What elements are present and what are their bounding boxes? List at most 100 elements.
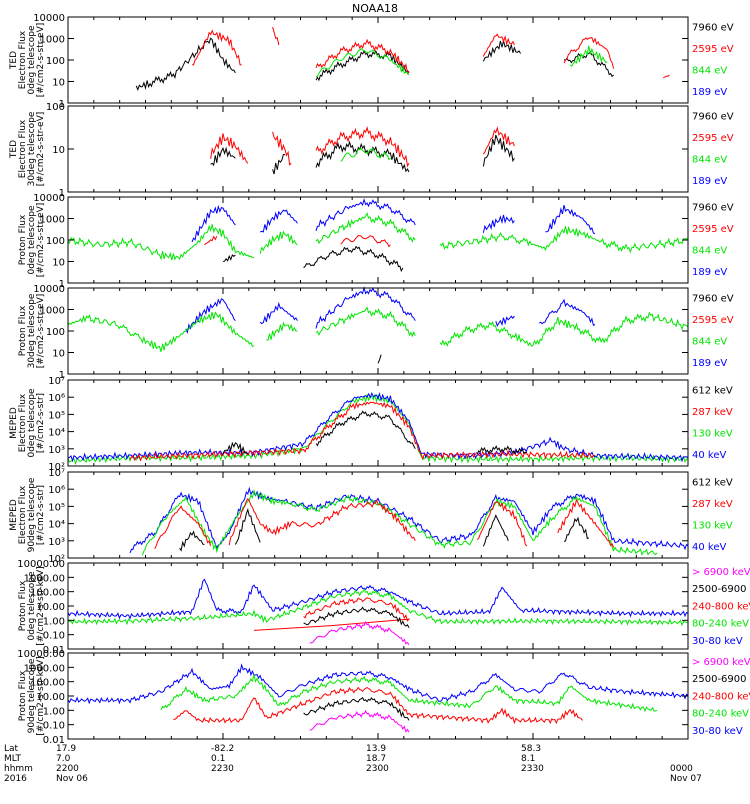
- series-black-segment: [482, 134, 515, 167]
- y-tick-label: 10.00: [36, 692, 65, 703]
- series-red-segment: [482, 126, 515, 155]
- series-green-segment: [315, 212, 416, 245]
- series-black-segment: [210, 146, 236, 167]
- legend-entry: 189 eV: [692, 358, 727, 369]
- series-black-segment: [563, 50, 614, 78]
- series-blue-segment: [495, 315, 515, 327]
- series-green-segment: [315, 48, 410, 78]
- y-tick-label: 10⁶: [48, 485, 65, 496]
- series-blue-segment: [259, 209, 298, 233]
- y-tick-label: 100: [46, 327, 65, 338]
- y-tick-label: 10⁶: [48, 393, 65, 404]
- y-axis-label: Proton Flux: [18, 305, 28, 356]
- y-axis-label: Electron Flux: [18, 30, 28, 89]
- y-tick-label: 10⁷: [48, 468, 65, 479]
- y-tick-label: 100.00: [30, 678, 65, 689]
- legend-entry: 240-800 keV: [692, 601, 750, 612]
- series-green-segment: [259, 230, 298, 254]
- y-axis-label: Proton Flux: [18, 670, 28, 721]
- series-black-segment: [272, 153, 286, 175]
- y-tick-label: 0.01: [43, 735, 65, 746]
- series-black-segment: [303, 696, 410, 721]
- x-row-label: Lat: [4, 744, 19, 754]
- y-tick-label: 10000: [33, 193, 65, 204]
- series-black-segment: [222, 254, 236, 262]
- y-tick-label: 10⁴: [48, 520, 65, 531]
- y-axis-label: 90deg telescope: [27, 477, 37, 552]
- series-blue-segment: [191, 204, 236, 243]
- series-red-segment: [557, 498, 615, 548]
- y-tick-label: 1.00: [43, 616, 65, 627]
- legend-entry: 2595 eV: [692, 133, 734, 144]
- series-blue-segment: [67, 578, 689, 620]
- series-black-segment: [303, 606, 410, 629]
- y-axis-label: 30deg telescope: [27, 293, 37, 368]
- x-row-label: hhmm: [4, 764, 33, 774]
- x-tick-label: 2300: [366, 764, 389, 774]
- series-blue-segment: [545, 204, 596, 234]
- y-axis-label: [#/cm2-s-str-eV]: [36, 23, 46, 98]
- y-axis-label: [#/cm2-s-str-eV]: [36, 203, 46, 278]
- series-blue-segment: [129, 486, 689, 554]
- y-tick-label: 10000.00: [17, 559, 65, 570]
- series-blue-segment: [538, 298, 596, 327]
- x-tick-label: Nov 07: [670, 774, 702, 784]
- series-red-segment: [272, 131, 292, 166]
- panel-1: 1 10 100 Electron Flux 30deg telescope [#/cm2…: [9, 102, 734, 199]
- series-black-segment: [315, 410, 416, 450]
- legend-entry: 844 eV: [692, 337, 727, 348]
- y-axis-label: [#/cm2-s-str-keV]: [36, 656, 46, 735]
- y-tick-label: 1: [59, 370, 65, 381]
- series-blue-segment: [259, 301, 298, 325]
- legend-entry: 2595 eV: [692, 44, 734, 55]
- legend-entry: 40 keV: [692, 542, 726, 553]
- series-black-segment: [563, 516, 590, 542]
- panel-2: 1 10 100 1000 10000 Proton Flux 0deg telescope…: [18, 193, 734, 290]
- series-red-segment: [191, 29, 242, 66]
- y-tick-label: 10: [52, 349, 65, 360]
- series-red-segment: [204, 235, 218, 246]
- y-tick-label: 1000.00: [24, 663, 65, 674]
- y-axis-label: [#/cm2-s-str-eV]: [36, 294, 46, 369]
- series-green-segment: [67, 311, 255, 352]
- figure-title: NOAA18: [352, 2, 398, 15]
- legend-entry: 189 eV: [692, 267, 727, 278]
- y-axis-label: 90deg telescope: [27, 658, 37, 733]
- y-tick-label: 10: [52, 258, 65, 269]
- y-axis-label: 30deg telescope: [27, 111, 37, 186]
- legend-entry: 287 keV: [692, 499, 733, 510]
- series-red-segment: [482, 33, 515, 57]
- series-blue-segment: [315, 286, 416, 329]
- legend-entry: 2595 eV: [692, 315, 734, 326]
- series-black-segment: [315, 49, 410, 82]
- legend-entry: 80-240 keV: [692, 619, 749, 630]
- series-green-segment: [340, 147, 391, 162]
- legend-entry: 844 eV: [692, 66, 727, 77]
- x-tick-label: 2200: [56, 764, 79, 774]
- series-black-segment: [179, 530, 205, 552]
- legend-entry: 287 keV: [692, 407, 733, 418]
- y-tick-label: 10⁴: [48, 428, 65, 439]
- legend-entry: > 6900 keV: [692, 657, 750, 668]
- series-black-segment: [482, 514, 509, 547]
- series-blue-segment: [185, 298, 236, 334]
- y-tick-label: 10000.00: [17, 649, 65, 660]
- y-axis-label: 0deg telescope: [27, 571, 37, 641]
- y-axis-label: Electron Flux: [18, 485, 28, 544]
- y-axis-label: [#/cm2-s-str]: [36, 393, 46, 453]
- series-green-segment: [141, 488, 658, 556]
- series-blue-segment: [67, 663, 689, 705]
- x-tick-label: 58.3: [521, 744, 541, 754]
- series-red-segment: [563, 37, 615, 69]
- legend-entry: > 6900 keV: [692, 567, 750, 578]
- y-tick-label: 1: [59, 279, 65, 290]
- y-tick-label: 0.10: [43, 631, 65, 642]
- x-tick-label: 2230: [211, 764, 234, 774]
- legend-entry: 7960 eV: [692, 203, 734, 214]
- legend-entry: 7960 eV: [692, 294, 734, 305]
- y-axis-label: Proton Flux: [18, 580, 28, 631]
- y-tick-label: 10⁵: [48, 410, 65, 421]
- legend-entry: 612 keV: [692, 386, 733, 397]
- series-black-segment: [234, 507, 261, 545]
